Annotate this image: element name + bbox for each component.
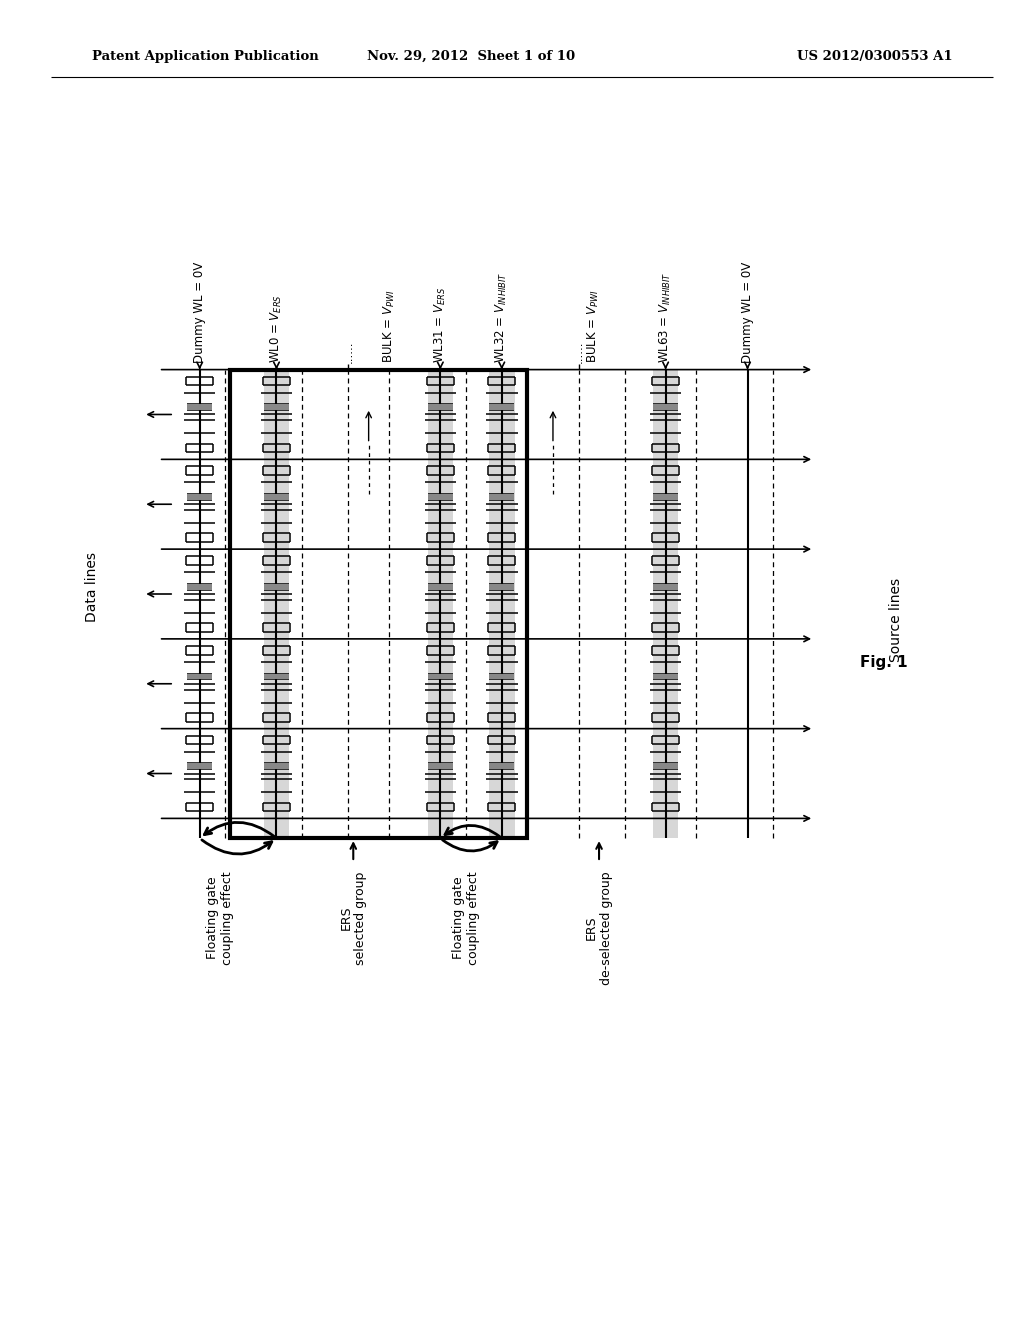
Text: BULK = $V_{PWI}$: BULK = $V_{PWI}$ — [382, 289, 396, 363]
Text: ERS
de-selected group: ERS de-selected group — [585, 871, 613, 985]
Text: Nov. 29, 2012  Sheet 1 of 10: Nov. 29, 2012 Sheet 1 of 10 — [367, 50, 575, 63]
Bar — [489, 583, 514, 590]
Bar — [187, 673, 212, 680]
Bar — [653, 404, 678, 411]
Bar — [489, 404, 514, 411]
Bar — [264, 404, 289, 411]
Bar — [264, 763, 289, 770]
Text: Floating gate
coupling effect: Floating gate coupling effect — [452, 871, 480, 965]
Bar — [264, 494, 289, 500]
Text: US 2012/0300553 A1: US 2012/0300553 A1 — [797, 50, 952, 63]
Bar — [428, 673, 453, 680]
Text: Source lines: Source lines — [889, 578, 903, 663]
Text: Floating gate
coupling effect: Floating gate coupling effect — [206, 871, 234, 965]
Bar — [653, 494, 678, 500]
Bar — [489, 673, 514, 680]
Bar — [653, 673, 678, 680]
Text: WL31 = $V_{ERS}$: WL31 = $V_{ERS}$ — [433, 286, 447, 363]
Text: ......: ...... — [342, 341, 354, 363]
Bar — [489, 494, 514, 500]
Bar — [428, 370, 453, 838]
Bar — [230, 370, 527, 838]
Text: Data lines: Data lines — [85, 552, 99, 623]
Bar — [187, 494, 212, 500]
Text: Dummy WL = 0V: Dummy WL = 0V — [194, 261, 206, 363]
Text: WL0 = $V_{ERS}$: WL0 = $V_{ERS}$ — [269, 294, 284, 363]
Bar — [264, 370, 290, 838]
Bar — [264, 673, 289, 680]
Text: ERS
selected group: ERS selected group — [339, 871, 368, 965]
Bar — [187, 763, 212, 770]
Bar — [187, 583, 212, 590]
Text: WL63 = $V_{INHIBIT}$: WL63 = $V_{INHIBIT}$ — [658, 272, 673, 363]
Bar — [653, 370, 679, 838]
Bar — [428, 763, 453, 770]
Text: WL32 = $V_{INHIBIT}$: WL32 = $V_{INHIBIT}$ — [495, 272, 509, 363]
Bar — [428, 404, 453, 411]
Bar — [489, 763, 514, 770]
Bar — [653, 583, 678, 590]
Text: Fig. 1: Fig. 1 — [860, 655, 908, 671]
Bar — [187, 404, 212, 411]
Text: Dummy WL = 0V: Dummy WL = 0V — [741, 261, 754, 363]
Text: ......: ...... — [572, 341, 585, 363]
Bar — [428, 583, 453, 590]
Bar — [264, 583, 289, 590]
Bar — [653, 763, 678, 770]
Bar — [428, 494, 453, 500]
Text: BULK = $V_{PWI}$: BULK = $V_{PWI}$ — [587, 289, 601, 363]
Text: Patent Application Publication: Patent Application Publication — [92, 50, 318, 63]
Bar — [489, 370, 514, 838]
